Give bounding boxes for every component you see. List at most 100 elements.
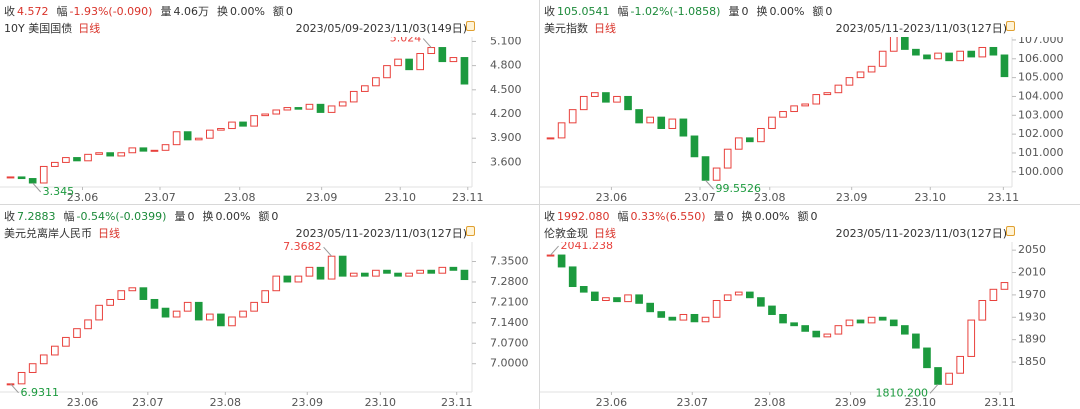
candle bbox=[206, 313, 214, 321]
candle bbox=[117, 152, 126, 157]
candle bbox=[106, 152, 114, 157]
quote-value: 4.572 bbox=[17, 5, 49, 18]
candle bbox=[283, 275, 292, 283]
candle bbox=[845, 77, 854, 86]
candle bbox=[579, 95, 588, 111]
candle bbox=[901, 37, 909, 50]
lock-icon bbox=[466, 226, 475, 236]
chart-panel: 收 105.0541 幅 -1.02%(-1.0858) 量 0 换 0.00% 额 0 美元指数日… bbox=[540, 0, 1079, 204]
quote-label: 幅 bbox=[617, 5, 629, 18]
candle bbox=[261, 113, 270, 117]
quote-label: 额 bbox=[258, 210, 270, 223]
quote-label: 额 bbox=[812, 5, 824, 18]
candle bbox=[172, 131, 181, 146]
candle bbox=[568, 266, 577, 288]
candle bbox=[73, 328, 81, 338]
candle bbox=[51, 161, 59, 167]
quote-label: 额 bbox=[797, 210, 809, 223]
y-tick-label: 4.800 bbox=[490, 59, 522, 72]
date-range: 2023/05/11-2023/11/03(127日) bbox=[295, 227, 467, 240]
quote-value: 0.00% bbox=[229, 5, 265, 18]
annotation-label: 2041.238 bbox=[561, 242, 614, 252]
candle bbox=[790, 105, 798, 113]
quote-label: 收 bbox=[4, 210, 15, 223]
candle bbox=[934, 367, 942, 385]
candle bbox=[316, 103, 325, 113]
candle bbox=[250, 301, 258, 312]
candle bbox=[84, 319, 92, 330]
candle bbox=[757, 127, 765, 143]
candle bbox=[106, 298, 114, 306]
instrument-name: 10Y 美国国债 bbox=[4, 22, 73, 35]
candle bbox=[405, 272, 413, 277]
x-tick-label: 23.08 bbox=[754, 396, 786, 409]
y-tick-label: 1930 bbox=[1018, 310, 1046, 323]
date-range: 2023/05/09-2023/11/03(149日) bbox=[295, 22, 467, 35]
quote-label: 量 bbox=[174, 210, 186, 223]
y-tick-label: 1970 bbox=[1018, 288, 1046, 301]
x-tick-label: 23.11 bbox=[441, 396, 473, 409]
quote-value: 0 bbox=[187, 210, 195, 223]
candle bbox=[867, 316, 876, 324]
y-tick-label: 1890 bbox=[1018, 333, 1046, 346]
candle bbox=[746, 291, 754, 299]
candle bbox=[372, 269, 380, 277]
annotation-label: 5.024 bbox=[390, 37, 422, 45]
candle bbox=[557, 254, 566, 268]
candle bbox=[956, 50, 965, 62]
candle bbox=[316, 266, 325, 280]
quote-value: 7.2883 bbox=[17, 210, 56, 223]
candle bbox=[327, 255, 336, 280]
candle bbox=[602, 92, 610, 103]
candle bbox=[6, 176, 15, 179]
candle bbox=[128, 147, 137, 154]
y-tick-label: 105.000 bbox=[1018, 71, 1064, 84]
candle bbox=[668, 316, 677, 321]
x-tick-label: 23.07 bbox=[144, 191, 176, 204]
candle bbox=[546, 137, 555, 140]
candle bbox=[889, 37, 898, 52]
annotation-label: 1810.200 bbox=[876, 386, 929, 399]
x-tick-label: 23.08 bbox=[754, 191, 786, 204]
candle bbox=[460, 57, 469, 85]
y-tick-label: 2050 bbox=[1018, 243, 1046, 256]
candle bbox=[912, 333, 920, 349]
candle bbox=[734, 137, 743, 150]
y-tick-label: 4.500 bbox=[490, 83, 522, 96]
candle bbox=[1000, 282, 1009, 290]
annotation-leader bbox=[323, 246, 332, 257]
candle bbox=[878, 50, 887, 67]
candle bbox=[438, 266, 447, 274]
y-tick-label: 107.000 bbox=[1018, 37, 1064, 46]
quote-value: 0.00% bbox=[215, 210, 251, 223]
x-tick-label: 23.08 bbox=[210, 396, 242, 409]
instrument-name: 伦敦金现 bbox=[544, 227, 588, 240]
candle bbox=[84, 153, 92, 162]
instrument-bar: 10Y 美国国债 日线 bbox=[4, 20, 102, 36]
candle bbox=[394, 58, 402, 67]
candle bbox=[427, 47, 436, 55]
quote-bar: 收 7.2883 幅 -0.54%(-0.0399) 量 0 换 0.00% 额 0 bbox=[4, 208, 286, 224]
candle bbox=[272, 275, 281, 292]
quote-value: 0.00% bbox=[754, 210, 790, 223]
candle bbox=[579, 286, 588, 293]
candle bbox=[239, 310, 247, 318]
candle bbox=[712, 167, 721, 181]
candle bbox=[338, 255, 347, 277]
y-tick-label: 102.000 bbox=[1018, 127, 1064, 140]
candle bbox=[646, 302, 654, 313]
candle bbox=[228, 316, 236, 327]
candle bbox=[989, 46, 998, 56]
quote-label: 换 bbox=[741, 210, 753, 223]
period: 日线 bbox=[78, 22, 101, 35]
x-tick-label: 23.06 bbox=[67, 191, 99, 204]
candle bbox=[701, 156, 710, 181]
candle bbox=[823, 333, 832, 338]
lock-icon bbox=[1006, 226, 1015, 236]
quote-value: -1.93%(-0.090) bbox=[69, 5, 153, 18]
candle bbox=[62, 157, 70, 163]
candle bbox=[338, 101, 347, 107]
candle bbox=[62, 336, 70, 347]
quote-bar: 收 105.0541 幅 -1.02%(-1.0858) 量 0 换 0.00% 额 0 bbox=[544, 3, 840, 19]
